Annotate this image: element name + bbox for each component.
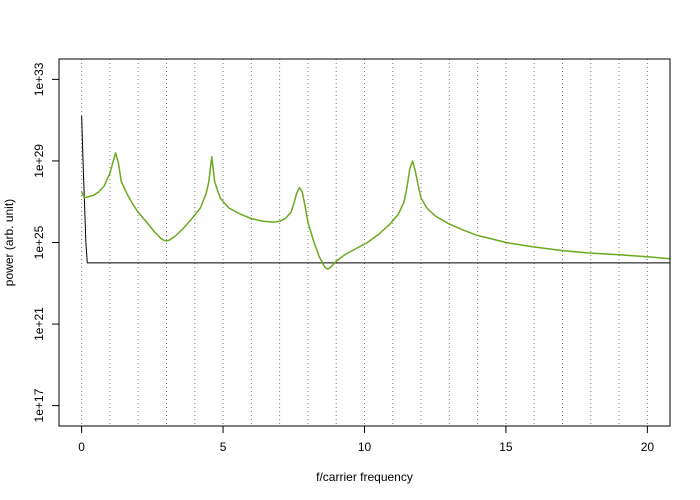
x-tick-label: 0 bbox=[78, 440, 85, 454]
y-axis: 1e+17 1e+21 1e+25 1e+29 1e+33 bbox=[32, 62, 60, 422]
y-tick-label: 1e+33 bbox=[32, 62, 46, 96]
x-tick-label: 10 bbox=[358, 440, 372, 454]
plot-frame bbox=[58, 58, 671, 427]
series-line-2 bbox=[80, 152, 670, 270]
series-line-1 bbox=[81, 115, 670, 264]
y-tick-label: 1e+29 bbox=[32, 144, 46, 178]
y-tick-label: 1e+25 bbox=[32, 225, 46, 259]
y-tick-label: 1e+17 bbox=[32, 388, 46, 422]
x-tick-label: 5 bbox=[220, 440, 227, 454]
x-tick-label: 20 bbox=[641, 440, 655, 454]
series-layer bbox=[80, 115, 670, 270]
x-axis: 0 5 10 15 20 bbox=[78, 425, 655, 454]
x-tick-label: 15 bbox=[499, 440, 513, 454]
y-axis-title: power (arb. unit) bbox=[2, 199, 16, 286]
x-axis-title: f/carrier frequency bbox=[316, 470, 413, 484]
grid-layer bbox=[81, 59, 648, 426]
y-tick-label: 1e+21 bbox=[32, 307, 46, 341]
